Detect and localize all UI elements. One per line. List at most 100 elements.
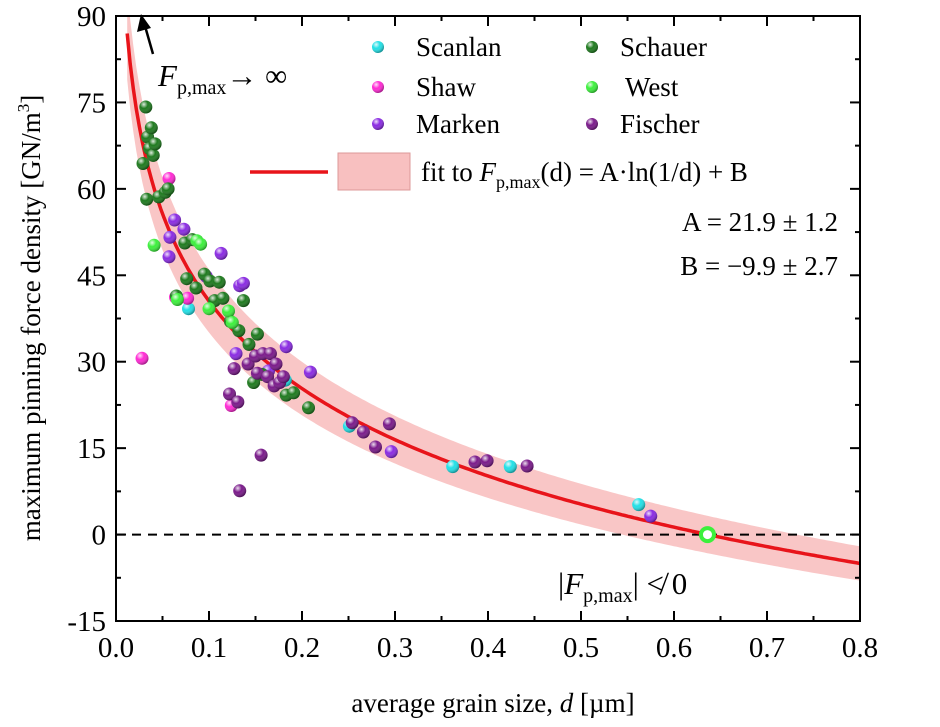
data-point-shading <box>135 351 149 365</box>
data-point-shading <box>644 509 658 523</box>
y-tick-label: 30 <box>77 347 106 379</box>
data-point-shading <box>170 293 184 306</box>
data-point-shading <box>231 395 245 409</box>
legend-marker-shading <box>372 81 384 93</box>
x-tick-label: 0.6 <box>656 632 692 664</box>
data-point-shading <box>236 294 250 308</box>
infinity-arrow-head <box>137 14 151 32</box>
x-tick-label: 0.1 <box>191 632 227 664</box>
data-point-shading <box>136 157 150 170</box>
data-point-shading <box>214 246 228 260</box>
data-point-shading <box>369 440 382 454</box>
data-point-shading <box>202 302 216 316</box>
x-tick-label: 0.3 <box>377 632 413 664</box>
data-point-shading <box>250 366 264 380</box>
data-point-shading <box>302 401 315 415</box>
data-point-shading <box>182 302 195 316</box>
data-point-shading <box>261 370 275 384</box>
zero-crossing-marker <box>698 526 716 544</box>
data-point-shading <box>236 276 250 290</box>
data-point-shading <box>520 459 534 473</box>
data-point-shading <box>382 417 396 431</box>
series-west <box>147 234 239 329</box>
data-point-shading <box>468 455 482 469</box>
legend-fit-label: fit to Fp,max(d) = A·ln(1/d) + B <box>421 157 748 192</box>
data-point-shading <box>161 182 175 196</box>
x-tick-label: 0.0 <box>98 632 134 664</box>
legend-label-shaw: Shaw <box>416 72 477 102</box>
data-point-shading <box>144 121 158 135</box>
legend-fit-band <box>337 152 411 191</box>
data-point-shading <box>233 484 247 498</box>
x-axis-label: average grain size, d [µm] <box>351 688 634 718</box>
data-point-shading <box>181 291 195 305</box>
y-tick-label: 15 <box>77 433 106 465</box>
data-point-shading <box>216 291 230 305</box>
fit-confidence-band-layer <box>127 16 860 581</box>
y-tick-label: 0 <box>92 520 107 552</box>
y-tick-label: 45 <box>77 260 106 292</box>
data-point-shading <box>148 137 162 151</box>
legend-label-fischer: Fischer <box>620 109 699 139</box>
legend-label-scanlan: Scanlan <box>416 32 502 62</box>
legend-label-schauer: Schauer <box>620 32 707 62</box>
data-point-shading <box>250 327 264 341</box>
data-point-shading <box>287 386 301 400</box>
data-point-shading <box>480 454 494 468</box>
data-point-shading <box>227 362 241 376</box>
y-tick-label: 75 <box>77 87 106 119</box>
legend-label-west: West <box>625 72 679 102</box>
data-point-shading <box>303 365 317 379</box>
legend-marker-shading <box>586 41 598 53</box>
fit-confidence-band <box>127 16 860 581</box>
data-point-shading <box>162 172 176 185</box>
fpmax-not-negative-annotation: |Fp,max| ≮ 0 <box>558 566 687 607</box>
data-point-shading <box>279 340 293 354</box>
data-points-layer <box>135 100 716 544</box>
data-point-shading <box>503 460 517 474</box>
x-tick-label: 0.2 <box>284 632 320 664</box>
data-point-shading <box>356 425 370 439</box>
fit-param-a: A = 21.9 ± 1.2 <box>682 207 838 237</box>
x-tick-label: 0.7 <box>749 632 785 664</box>
data-point-shading <box>222 304 235 318</box>
legend-marker-shading <box>372 41 384 53</box>
data-point-shading <box>263 347 277 361</box>
data-point-shading <box>384 445 398 459</box>
data-point-shading <box>140 192 154 206</box>
data-point-shading <box>632 498 646 512</box>
data-point-shading <box>225 316 239 329</box>
legend-marker-shading <box>586 118 598 130</box>
data-point-shading <box>269 357 283 371</box>
data-point-shading <box>446 460 460 474</box>
data-point-shading <box>168 213 182 227</box>
y-tick-label: 60 <box>77 174 106 206</box>
axis-ticks: 0.0 0.1 0.2 0.3 0.4 0.5 0.6 0.7 0.8 -15 0 15 30 45 60 7… <box>67 1 878 664</box>
data-point-shading <box>162 250 176 264</box>
annotations: Fp,max→ ∞ |Fp,max| ≮ 0 <box>137 14 687 607</box>
data-point-shading <box>223 387 236 401</box>
legend: Scanlan Shaw Marken Schauer West Fischer fit t… <box>250 32 838 281</box>
series-fischer <box>223 347 534 498</box>
fpmax-infinity-annotation: Fp,max→ ∞ <box>157 58 287 99</box>
y-tick-label: 90 <box>77 1 106 33</box>
x-tick-label: 0.4 <box>470 632 507 664</box>
data-point-shading <box>229 347 243 361</box>
data-point-shading <box>189 281 203 295</box>
data-point-shading <box>242 337 256 351</box>
y-axis-label: maximum pinning force density [GN/m3] <box>14 95 46 541</box>
data-point-shading <box>180 272 194 286</box>
data-point-shading <box>139 100 153 114</box>
data-point-shading <box>147 238 161 252</box>
data-point-shading <box>345 416 359 430</box>
legend-marker-shading <box>586 81 598 93</box>
fit-param-b: B = −9.9 ± 2.7 <box>680 251 838 281</box>
data-point-shading <box>146 148 160 162</box>
data-point-shading <box>177 222 191 236</box>
data-point-shading <box>194 237 208 251</box>
data-point-shading <box>276 370 290 384</box>
x-tick-label: 0.5 <box>563 632 599 664</box>
data-point-shading <box>254 448 268 462</box>
x-tick-label: 0.8 <box>842 632 878 664</box>
